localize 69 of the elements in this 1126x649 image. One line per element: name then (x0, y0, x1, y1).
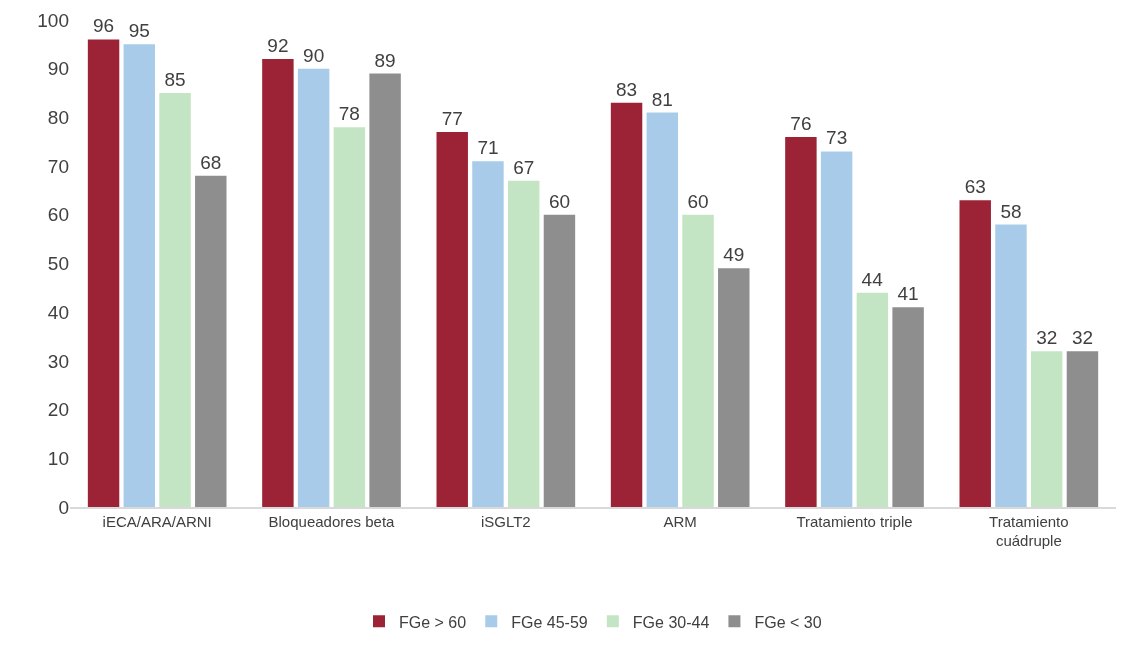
legend-label: FGe < 30 (754, 613, 822, 631)
data-label: 63 (964, 176, 986, 198)
x-tick-label: iSGLT2 (480, 512, 531, 530)
data-label: 78 (338, 103, 360, 125)
data-label: 32 (1071, 327, 1094, 349)
bar (610, 102, 643, 507)
x-tick-label: Tratamiento cuádruple (989, 512, 1069, 550)
data-label: 44 (861, 268, 884, 290)
y-tick-label: 90 (47, 58, 69, 80)
data-label: 89 (374, 49, 396, 71)
data-label: 92 (267, 34, 289, 56)
data-label: 85 (164, 69, 186, 91)
bar (959, 200, 991, 507)
data-label: 90 (303, 44, 325, 66)
bar (507, 180, 540, 507)
data-label: 60 (548, 190, 571, 212)
x-tick-label: iECA/ARA/ARNI (102, 512, 212, 530)
data-label: 83 (615, 78, 638, 100)
data-label: 81 (651, 88, 673, 110)
y-tick-label: 0 (58, 496, 69, 518)
data-label: 68 (200, 151, 222, 173)
bar (195, 175, 227, 507)
data-label: 60 (687, 190, 709, 212)
bar (995, 224, 1027, 507)
bar (436, 132, 468, 507)
bar (820, 151, 853, 507)
data-label: 49 (723, 244, 745, 266)
data-label: 58 (1000, 200, 1022, 222)
bar (123, 44, 156, 507)
data-label: 77 (441, 108, 463, 130)
bar (297, 68, 330, 507)
data-label: 96 (92, 15, 115, 37)
bar (1066, 351, 1099, 507)
data-label: 73 (826, 127, 848, 149)
data-label: 32 (1036, 327, 1058, 349)
y-tick-label: 10 (47, 447, 69, 469)
data-label: 95 (128, 20, 150, 42)
bar (785, 136, 817, 507)
legend-label: FGe 30-44 (632, 613, 710, 631)
y-tick-label: 80 (47, 107, 69, 129)
data-label: 71 (477, 137, 499, 159)
bar (87, 39, 120, 507)
bar (718, 268, 750, 507)
y-tick-label: 40 (47, 301, 69, 323)
bar (333, 127, 366, 507)
bar (1030, 351, 1063, 507)
bar (892, 307, 924, 507)
bar (646, 112, 679, 507)
y-tick-label: 20 (47, 399, 69, 421)
y-tick-label: 60 (47, 204, 69, 226)
bar (262, 58, 294, 507)
bar (543, 214, 576, 507)
legend-label: FGe > 60 (399, 613, 467, 631)
data-label: 41 (897, 283, 919, 305)
bar (472, 161, 504, 507)
data-label: 76 (790, 112, 812, 134)
bar (682, 214, 714, 507)
y-tick-label: 50 (47, 253, 69, 275)
data-label: 67 (513, 156, 535, 178)
y-tick-label: 70 (47, 155, 69, 177)
bar (369, 73, 401, 507)
x-tick-label: Bloqueadores beta (268, 512, 396, 530)
y-tick-label: 100 (37, 9, 69, 31)
y-tick-label: 30 (47, 350, 69, 372)
x-tick-label: Tratamiento triple (796, 512, 913, 530)
legend-label: FGe 45-59 (511, 613, 588, 631)
x-tick-label: ARM (663, 512, 697, 530)
bar (159, 93, 191, 507)
bar (856, 292, 889, 507)
